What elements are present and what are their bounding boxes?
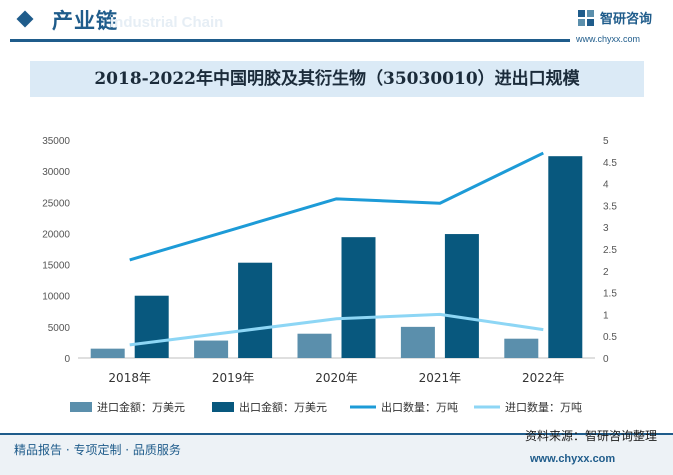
brand-name: 智研咨询 <box>600 12 653 27</box>
y-right-tick-label: 1.5 <box>603 289 617 300</box>
y-right-tick-label: 1 <box>603 310 609 321</box>
y-right-tick-label: 5 <box>603 136 609 147</box>
footer-tagline: 精品报告 · 专项定制 · 品质服务 <box>14 443 181 457</box>
legend-label: 进口数量：万吨 <box>505 401 582 414</box>
bar-import-amount <box>504 338 539 358</box>
y-left-tick-label: 25000 <box>42 198 70 209</box>
y-right-tick-label: 3 <box>603 223 609 234</box>
chart: 0 5000 10000 15000 20000 25000 30000 35000 0 0.5 1… <box>42 136 617 414</box>
line-import-quantity <box>129 312 544 347</box>
brand-logo-icon <box>578 10 594 26</box>
footer-divider <box>0 433 673 435</box>
legend-label: 进口金额：万美元 <box>97 400 185 414</box>
bar-export-amount <box>134 295 169 358</box>
bar-export-amount <box>444 234 479 358</box>
bar-import-amount <box>90 348 125 358</box>
y-right-tick-label: 4 <box>603 180 609 191</box>
section-subtitle: Industrial Chain <box>110 14 224 31</box>
x-tick-label: 2019年 <box>212 371 255 385</box>
y-right-tick-label: 0 <box>603 354 609 365</box>
bar-export-amount <box>341 237 376 358</box>
legend-swatch <box>212 402 234 412</box>
legend-swatch <box>70 402 92 412</box>
y-right-tick-label: 3.5 <box>603 201 617 212</box>
bar-export-amount <box>238 262 273 358</box>
y-right-tick-label: 0.5 <box>603 332 617 343</box>
y-right-tick-label: 2 <box>603 267 609 278</box>
y-left-tick-label: 10000 <box>42 292 70 303</box>
footer-url: www.chyxx.com <box>530 453 616 465</box>
header-divider <box>10 39 570 42</box>
x-tick-label: 2018年 <box>108 371 151 385</box>
y-left-tick-label: 35000 <box>42 136 70 147</box>
legend-label: 出口数量：万吨 <box>381 400 458 414</box>
y-right-tick-label: 2.5 <box>603 245 617 256</box>
x-tick-label: 2021年 <box>419 371 462 385</box>
y-left-tick-label: 30000 <box>42 167 70 178</box>
y-left-tick-label: 20000 <box>42 229 70 240</box>
data-source: 资料来源：智研咨询整理 <box>524 429 657 443</box>
x-tick-label: 2022年 <box>522 371 565 385</box>
bar-import-amount <box>400 326 435 358</box>
footer <box>0 433 673 475</box>
chart-title-band: 2018-2022年中国明胶及其衍生物（35030010）进出口规模 <box>30 61 644 97</box>
bar-import-amount <box>194 340 229 358</box>
x-tick-label: 2020年 <box>315 371 358 385</box>
bar-import-amount <box>297 333 332 358</box>
header: 产业链 Industrial Chain 智研咨询 www.chyxx.com <box>0 0 673 56</box>
y-left-tick-label: 0 <box>64 354 70 365</box>
bar-export-amount <box>548 156 583 358</box>
legend-label: 出口金额：万美元 <box>239 400 327 414</box>
diamond-icon <box>16 10 34 28</box>
chart-title: 2018-2022年中国明胶及其衍生物（35030010）进出口规模 <box>94 69 580 89</box>
y-left-tick-label: 5000 <box>48 323 71 334</box>
brand-url: www.chyxx.com <box>576 34 641 44</box>
y-left-tick-label: 15000 <box>42 261 70 272</box>
line-export-quantity <box>129 151 544 262</box>
y-right-tick-label: 4.5 <box>603 158 617 169</box>
section-title: 产业链 <box>52 9 118 33</box>
